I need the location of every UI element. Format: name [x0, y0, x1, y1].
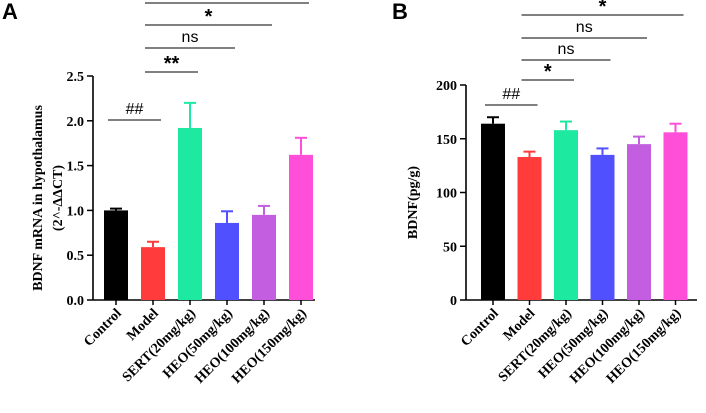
y-tick-label: 0.5 — [67, 249, 85, 264]
panel-letter-a: A — [2, 0, 18, 24]
significance-label: ## — [126, 101, 144, 118]
significance-label: ns — [182, 29, 199, 46]
y-tick-label: 50 — [443, 240, 457, 255]
y-tick-label: 150 — [436, 133, 457, 148]
bar-b-1 — [481, 123, 505, 300]
bar-a-3 — [178, 127, 202, 300]
significance-label: * — [599, 0, 607, 18]
significance-label: ** — [164, 53, 180, 75]
panel-letter-b: B — [392, 0, 408, 24]
bar-a-1 — [104, 210, 128, 300]
y-tick-label: 1.5 — [67, 160, 85, 175]
significance-label: ns — [558, 41, 575, 58]
y-tick-label: 100 — [436, 187, 457, 202]
x-tick-label: Control — [81, 306, 125, 350]
bar-a-2 — [141, 247, 165, 300]
significance-label: * — [205, 6, 213, 28]
y-tick-label: 0 — [450, 294, 457, 309]
y-axis-label-a: BDNF mRNA in hypothalamus — [31, 105, 46, 291]
significance-label: ## — [502, 86, 520, 103]
bar-b-6 — [663, 132, 688, 300]
bar-a-6 — [289, 154, 313, 300]
bar-a-4 — [215, 222, 239, 300]
significance-label: * — [544, 61, 552, 83]
y-tick-label: 2.0 — [67, 115, 85, 130]
bar-b-5 — [627, 144, 651, 300]
y-axis-label-b: BDNF(pg/g) — [406, 166, 421, 239]
y-tick-label: 2.5 — [67, 70, 85, 85]
x-tick-label: Control — [458, 306, 502, 350]
bar-b-2 — [517, 157, 542, 300]
significance-label: ** — [219, 0, 235, 6]
chart-panel-b: 050100150200BDNF(pg/g)ControlModelSERT(2… — [406, 0, 697, 387]
bar-b-3 — [554, 130, 578, 300]
significance-label: ns — [576, 19, 593, 36]
y-tick-label: 1.0 — [67, 204, 85, 219]
y-tick-label: 0.0 — [67, 294, 85, 309]
chart-panel-a: 0.0 0.5 1.0 1.5 2.0 2.5 BDNF mRNA in hypothala… — [31, 0, 315, 387]
y-axis-label-2-a: (2^-ΔΔCT) — [51, 165, 66, 231]
bar-a-5 — [252, 214, 276, 300]
y-tick-label: 200 — [436, 79, 457, 94]
bar-b-4 — [590, 154, 615, 300]
